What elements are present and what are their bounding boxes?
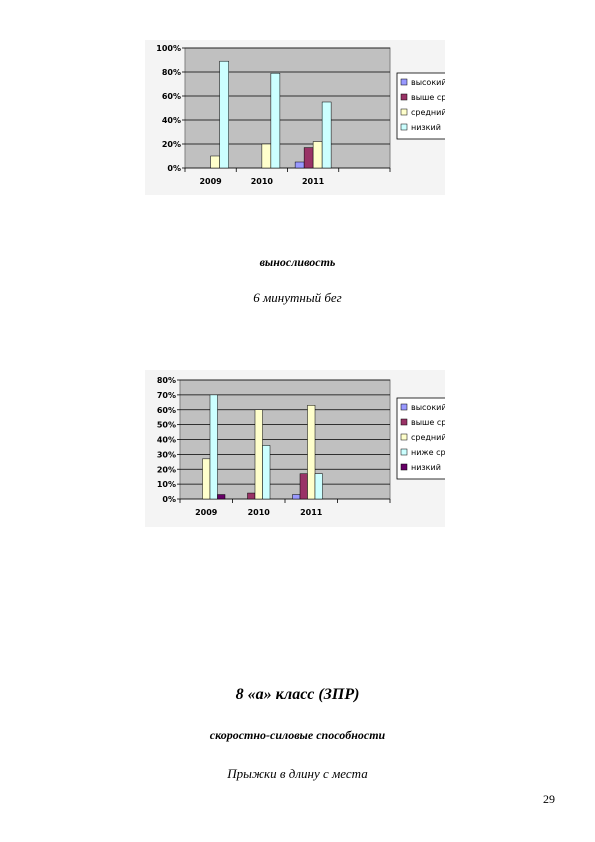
chart-1-ytick-label: 100%	[156, 44, 181, 53]
chart-2-ytick-label: 10%	[157, 480, 176, 489]
chart-1-ytick-label: 60%	[162, 92, 181, 101]
chart-1-legend-swatch	[400, 108, 408, 116]
chart-2-ytick-label: 20%	[157, 465, 176, 474]
chart-2-ytick-label: 30%	[157, 450, 176, 459]
chart-1-legend-label: выше среднего	[411, 93, 445, 102]
chart-2-bar-2009-s3	[209, 394, 218, 500]
chart-2-bar-2010-s3	[262, 445, 271, 500]
chart-1-bar-2010-s2	[261, 143, 272, 169]
chart-2-legend-label: ниже среднего	[411, 448, 445, 457]
chart-1-svg: 0% 20% 40% 60% 80% 100% 2009 2010 2011 высокий выш…	[145, 40, 445, 195]
chart-1-bar-2011-s2	[312, 141, 323, 169]
chart-1-bar-2011-s3	[321, 101, 332, 169]
chart-2-legend-swatch	[400, 448, 408, 456]
caption-endurance: выносливость	[259, 255, 336, 269]
chart-2-bar-2010-s2	[254, 409, 263, 500]
chart-2-bar-2010-s1	[247, 492, 256, 500]
chart-1-ytick-label: 20%	[162, 140, 181, 149]
chart-1-legend-swatch	[400, 123, 408, 131]
chart-2: 0% 10% 20% 30% 40% 50% 60% 70% 80% 2009 2010 2011 вы…	[145, 370, 445, 527]
chart-2-legend-swatch	[400, 403, 408, 411]
chart-2-xtick-label: 2009	[195, 508, 218, 517]
chart-2-legend-label: низкий	[411, 463, 441, 472]
caption-run: 6 минутный бег	[253, 290, 342, 305]
chart-2-ytick-label: 0%	[162, 495, 176, 504]
chart-2-xtick-label: 2011	[300, 508, 323, 517]
chart-1-bar-2011-s1	[303, 147, 314, 169]
chart-1-plot-area	[184, 47, 391, 169]
chart-2-legend-swatch	[400, 418, 408, 426]
chart-2-ytick-label: 60%	[157, 406, 176, 415]
chart-2-bar-2011-s2	[307, 405, 316, 500]
chart-1-legend-label: высокий	[411, 78, 445, 87]
caption-speed-strength: скоростно-силовые способности	[209, 728, 386, 742]
chart-2-legend-swatch	[400, 463, 408, 471]
chart-1-xtick-label: 2010	[251, 177, 274, 186]
chart-1-bar-2009-s2	[210, 155, 220, 169]
chart-1-xtick-label: 2009	[199, 177, 222, 186]
class-heading: 8 «а» класс (ЗПР)	[235, 686, 360, 703]
chart-2-ytick-label: 70%	[157, 391, 176, 400]
chart-1-bar-2010-s3	[270, 72, 281, 169]
chart-2-legend-swatch	[400, 433, 408, 441]
chart-1: 0% 20% 40% 60% 80% 100% 2009 2010 2011 высокий выш…	[145, 40, 445, 195]
chart-2-legend-label: средний	[411, 433, 445, 442]
chart-1-legend-label: низкий	[411, 123, 441, 132]
chart-1-bar-2011-s0	[294, 161, 305, 169]
chart-2-bar-2009-s4	[217, 494, 226, 500]
chart-2-bar-2011-s3	[314, 473, 323, 500]
chart-2-bar-2009-s2	[202, 458, 211, 500]
chart-1-legend-swatch	[400, 78, 408, 86]
chart-1-ytick-label: 80%	[162, 68, 181, 77]
chart-2-svg: 0% 10% 20% 30% 40% 50% 60% 70% 80% 2009 2010 2011 вы…	[145, 370, 445, 527]
caption-long-jump: Прыжки в длину с места	[227, 766, 368, 781]
chart-2-xtick-label: 2010	[248, 508, 271, 517]
chart-2-ytick-label: 40%	[157, 436, 176, 445]
chart-1-bar-2009-s3	[219, 60, 229, 169]
page-number: 29	[543, 792, 555, 806]
chart-2-ytick-label: 80%	[157, 376, 176, 385]
chart-2-legend-label: высокий	[411, 403, 445, 412]
chart-1-legend-label: средний	[411, 108, 445, 117]
chart-2-ytick-label: 50%	[157, 421, 176, 430]
chart-2-bar-2011-s1	[299, 473, 308, 500]
chart-1-ytick-label: 40%	[162, 116, 181, 125]
chart-1-xtick-label: 2011	[302, 177, 325, 186]
chart-2-legend-label: выше среднего	[411, 418, 445, 427]
chart-1-legend-swatch	[400, 93, 408, 101]
chart-1-ytick-label: 0%	[167, 164, 181, 173]
chart-2-bar-2011-s0	[292, 494, 301, 500]
